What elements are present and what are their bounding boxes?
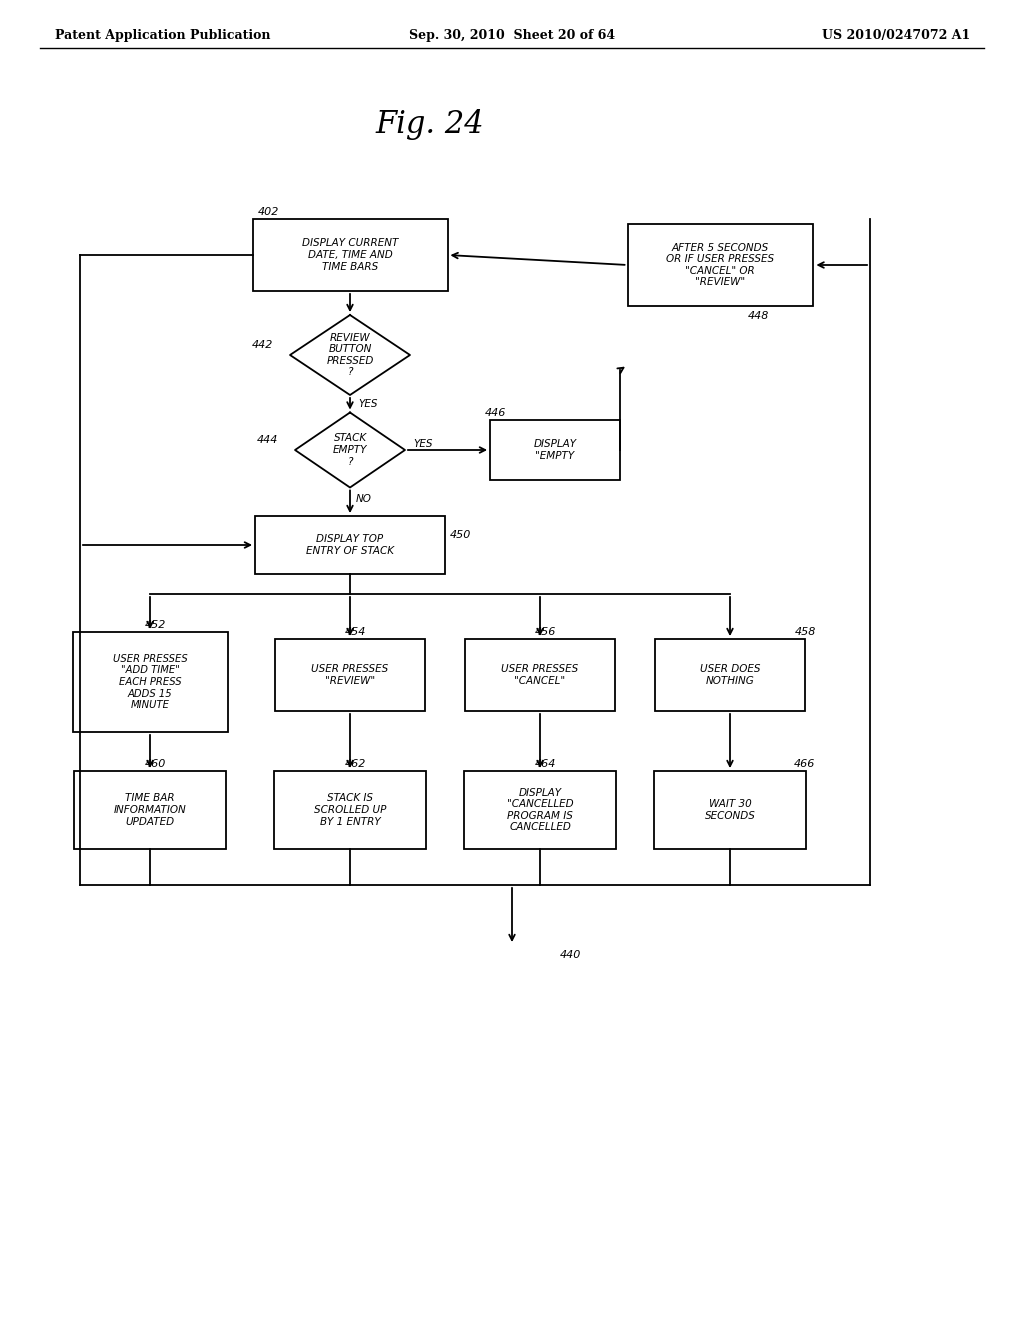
Text: 442: 442 xyxy=(252,341,273,350)
Text: 458: 458 xyxy=(795,627,816,638)
Text: 446: 446 xyxy=(485,408,507,418)
Text: YES: YES xyxy=(413,440,432,449)
Text: DISPLAY
"CANCELLED
PROGRAM IS
CANCELLED: DISPLAY "CANCELLED PROGRAM IS CANCELLED xyxy=(507,788,573,833)
Bar xyxy=(274,771,426,849)
Text: USER DOES
NOTHING: USER DOES NOTHING xyxy=(699,664,760,686)
Text: WAIT 30
SECONDS: WAIT 30 SECONDS xyxy=(705,799,756,821)
Text: 402: 402 xyxy=(257,207,279,216)
Text: YES: YES xyxy=(358,399,378,409)
Bar xyxy=(275,639,425,711)
Bar xyxy=(490,420,620,480)
Polygon shape xyxy=(290,315,410,395)
Bar xyxy=(73,632,227,733)
Text: DISPLAY CURRENT
DATE, TIME AND
TIME BARS: DISPLAY CURRENT DATE, TIME AND TIME BARS xyxy=(302,239,398,272)
Text: 452: 452 xyxy=(145,620,166,630)
Text: 448: 448 xyxy=(748,312,769,321)
Text: USER PRESSES
"ADD TIME"
EACH PRESS
ADDS 15
MINUTE: USER PRESSES "ADD TIME" EACH PRESS ADDS … xyxy=(113,653,187,710)
Text: 444: 444 xyxy=(257,436,279,445)
Bar xyxy=(255,516,445,574)
Text: Sep. 30, 2010  Sheet 20 of 64: Sep. 30, 2010 Sheet 20 of 64 xyxy=(409,29,615,41)
Text: TIME BAR
INFORMATION
UPDATED: TIME BAR INFORMATION UPDATED xyxy=(114,793,186,826)
Text: 464: 464 xyxy=(535,759,556,770)
Text: Patent Application Publication: Patent Application Publication xyxy=(55,29,270,41)
Text: REVIEW
BUTTON
PRESSED
?: REVIEW BUTTON PRESSED ? xyxy=(327,333,374,378)
Text: 454: 454 xyxy=(345,627,367,638)
Text: DISPLAY TOP
ENTRY OF STACK: DISPLAY TOP ENTRY OF STACK xyxy=(306,535,394,556)
Text: 460: 460 xyxy=(145,759,166,770)
Text: USER PRESSES
"CANCEL": USER PRESSES "CANCEL" xyxy=(502,664,579,686)
Bar xyxy=(74,771,226,849)
Text: 450: 450 xyxy=(450,531,471,540)
Bar xyxy=(464,771,616,849)
Bar xyxy=(253,219,447,290)
Text: AFTER 5 SECONDS
OR IF USER PRESSES
"CANCEL" OR
"REVIEW": AFTER 5 SECONDS OR IF USER PRESSES "CANC… xyxy=(666,243,774,288)
Bar xyxy=(655,639,805,711)
Text: 462: 462 xyxy=(345,759,367,770)
Text: 466: 466 xyxy=(794,759,815,770)
Text: 456: 456 xyxy=(535,627,556,638)
Bar xyxy=(654,771,806,849)
Text: USER PRESSES
"REVIEW": USER PRESSES "REVIEW" xyxy=(311,664,389,686)
Text: Fig. 24: Fig. 24 xyxy=(376,110,484,140)
Text: NO: NO xyxy=(356,495,372,504)
Text: DISPLAY
"EMPTY: DISPLAY "EMPTY xyxy=(534,440,577,461)
Bar xyxy=(628,224,812,306)
Text: US 2010/0247072 A1: US 2010/0247072 A1 xyxy=(821,29,970,41)
Text: STACK IS
SCROLLED UP
BY 1 ENTRY: STACK IS SCROLLED UP BY 1 ENTRY xyxy=(313,793,386,826)
Bar xyxy=(465,639,615,711)
Text: STACK
EMPTY
?: STACK EMPTY ? xyxy=(333,433,368,466)
Text: 440: 440 xyxy=(560,950,582,960)
Polygon shape xyxy=(295,412,406,487)
